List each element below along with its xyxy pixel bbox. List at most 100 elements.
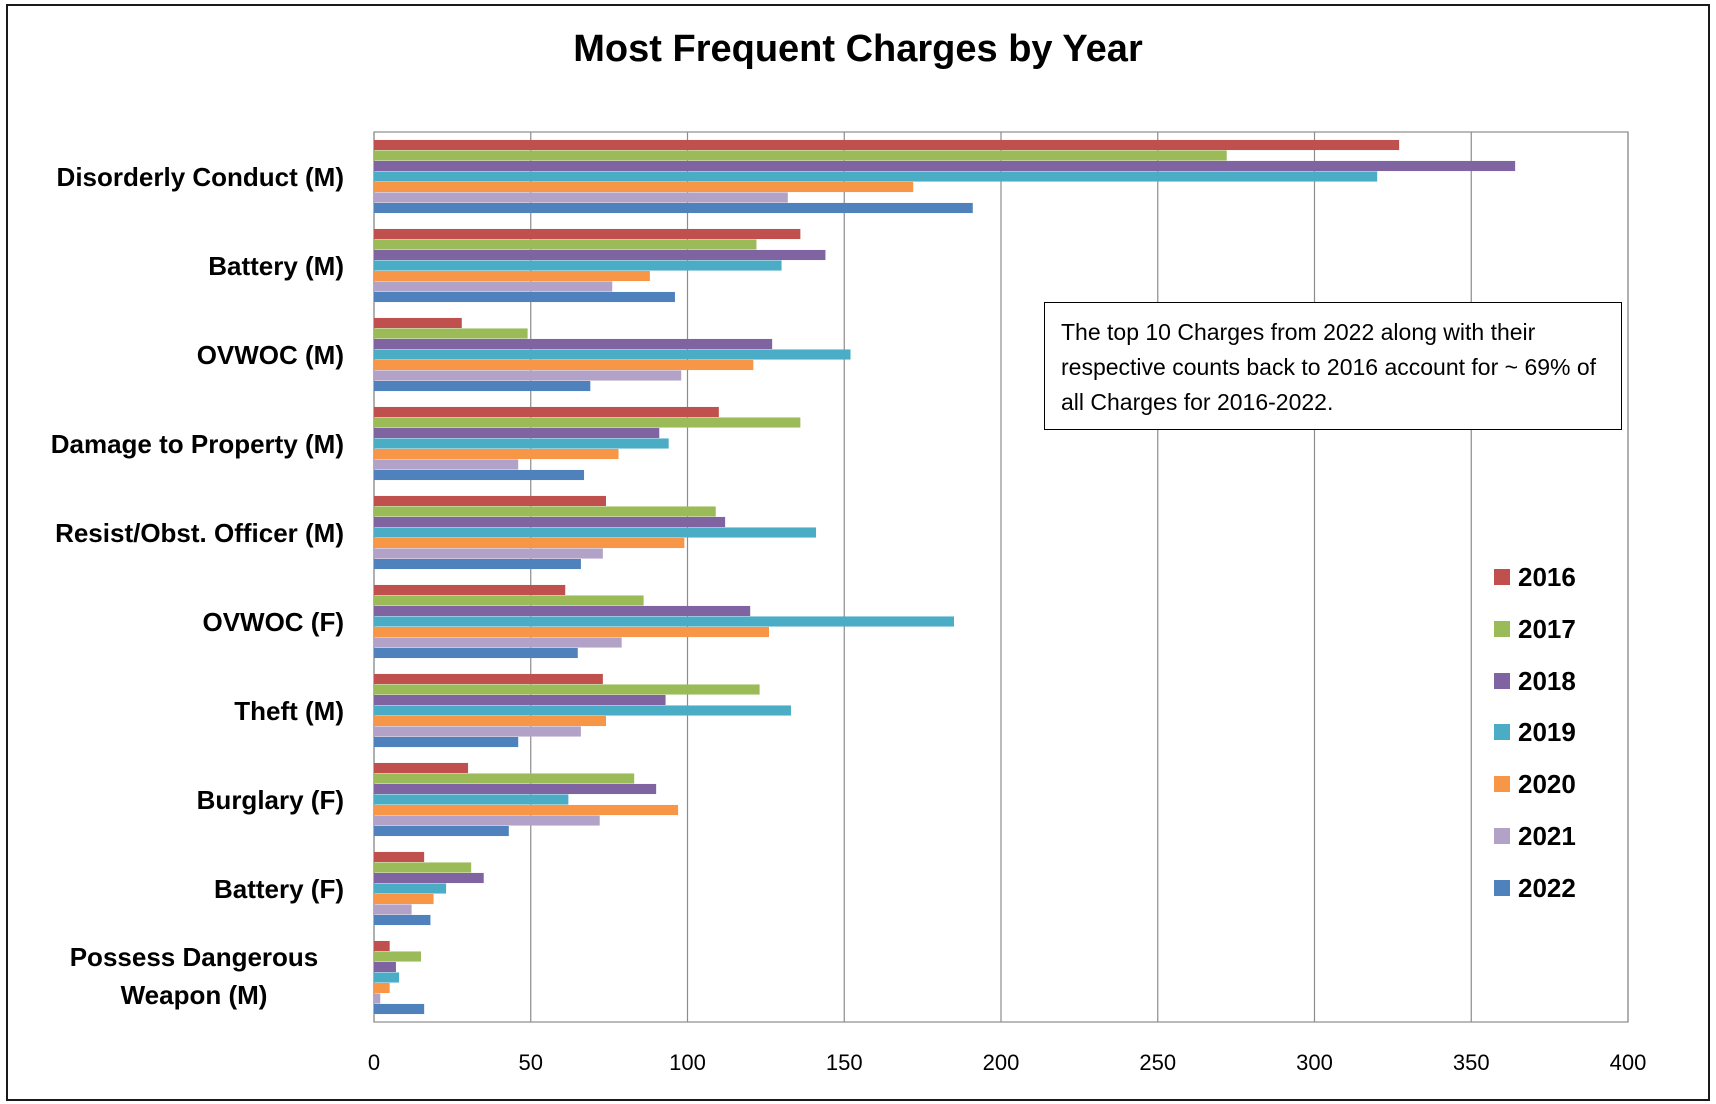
bar [374, 150, 1227, 161]
bar [374, 815, 600, 826]
bar [374, 626, 770, 638]
legend-label: 2018 [1518, 665, 1576, 696]
bar [374, 1003, 425, 1015]
bar [374, 726, 581, 737]
bar [374, 595, 644, 606]
bar [374, 406, 719, 418]
bar [374, 469, 585, 481]
legend-label: 2019 [1518, 717, 1576, 748]
bar [374, 260, 782, 271]
bar [374, 862, 472, 873]
legend-swatch [1494, 828, 1510, 844]
bar [374, 160, 1516, 172]
bar [374, 328, 528, 339]
x-tick-label: 50 [518, 1050, 543, 1075]
x-tick-label: 100 [669, 1050, 706, 1075]
category-label: Possess Dangerous Weapon (M) [69, 941, 319, 1010]
bar [374, 192, 788, 203]
bar [374, 249, 826, 261]
bar [374, 773, 635, 784]
legend-swatch [1494, 776, 1510, 793]
x-tick-label: 0 [367, 1050, 381, 1075]
legend-label: 2020 [1518, 769, 1576, 800]
legend-swatch [1494, 620, 1510, 637]
category-label: Burglary (F) [196, 784, 344, 815]
bar [374, 904, 412, 915]
legend-label: 2022 [1518, 872, 1576, 903]
bar [374, 584, 566, 596]
chart-title: Most Frequent Charges by Year [573, 28, 1143, 70]
x-tick-label: 150 [825, 1050, 863, 1075]
bar [374, 951, 422, 962]
bar [374, 705, 791, 716]
bar [374, 459, 519, 470]
bar [374, 380, 591, 392]
category-label: Battery (M) [208, 250, 344, 281]
bar [374, 647, 578, 659]
bar [374, 281, 613, 292]
bar [374, 851, 425, 863]
bar [374, 605, 751, 617]
bar [374, 139, 1400, 151]
bar [374, 637, 622, 648]
bar [374, 715, 606, 727]
bar [374, 684, 760, 695]
legend-label: 2021 [1518, 821, 1576, 851]
bar [374, 940, 390, 952]
x-tick-label: 350 [1452, 1050, 1490, 1075]
legend-swatch [1494, 724, 1510, 741]
bar [374, 495, 606, 507]
bar [374, 872, 484, 884]
category-label: OVWOC (F) [202, 606, 344, 637]
category-label: Battery (F) [213, 873, 344, 904]
bar [374, 893, 434, 905]
annotation-box: The top 10 Charges from 2022 along with … [1044, 302, 1622, 430]
bar [374, 527, 817, 538]
x-tick-label: 300 [1296, 1050, 1333, 1075]
legend-label: 2016 [1518, 562, 1576, 592]
bar [374, 783, 657, 795]
bar [374, 914, 431, 926]
bar [374, 359, 754, 371]
bar [374, 349, 851, 360]
legend-swatch [1494, 879, 1510, 896]
bar [374, 537, 685, 549]
bar [374, 202, 973, 214]
bar [374, 694, 666, 706]
bar [374, 993, 381, 1004]
bar [374, 825, 509, 837]
bar [374, 291, 675, 303]
bar [374, 270, 650, 282]
bar [374, 417, 801, 428]
bar [374, 762, 469, 774]
bar [374, 804, 679, 816]
bar [374, 506, 716, 517]
category-label: OVWOC (M) [196, 339, 344, 370]
category-label: Damage to Property (M) [50, 428, 344, 459]
bar [374, 317, 462, 329]
legend-label: 2017 [1518, 613, 1576, 644]
bar [374, 448, 619, 460]
bar [374, 239, 757, 250]
category-label: Theft (M) [234, 695, 344, 726]
bar [374, 558, 581, 570]
bar [374, 616, 954, 627]
x-tick-label: 400 [1609, 1050, 1647, 1075]
x-tick-label: 250 [1139, 1050, 1177, 1075]
bar [374, 228, 801, 240]
bar [374, 673, 603, 685]
bar [374, 338, 773, 350]
x-tick-label: 200 [982, 1050, 1020, 1075]
bar [374, 883, 447, 894]
bar [374, 516, 726, 528]
bar [374, 736, 519, 748]
bar [374, 982, 390, 994]
bar [374, 370, 682, 381]
bar [374, 794, 569, 805]
category-label: Resist/Obst. Officer (M) [55, 517, 344, 548]
legend-swatch [1494, 569, 1510, 585]
bar [374, 181, 914, 193]
bar [374, 972, 400, 983]
legend-swatch [1494, 672, 1510, 689]
bar [374, 961, 396, 973]
